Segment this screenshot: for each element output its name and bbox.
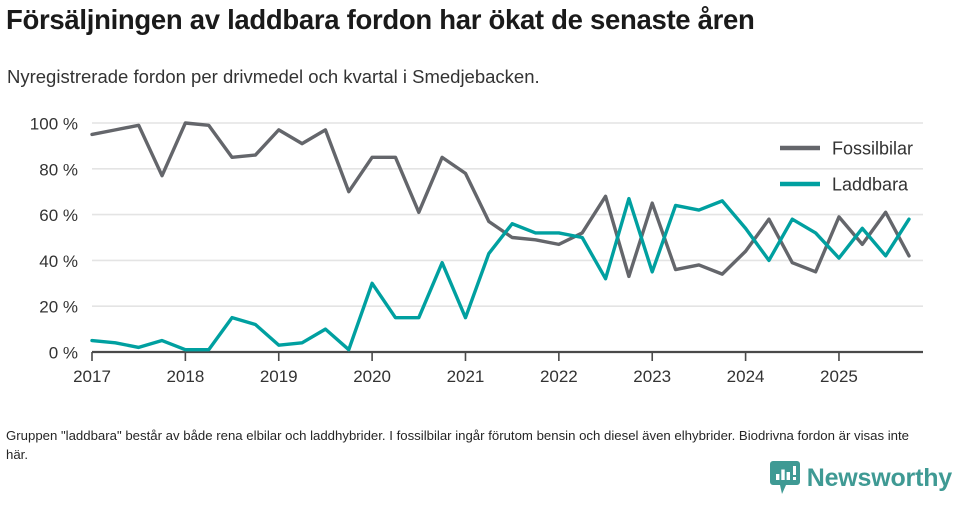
chart-legend: Fossilbilar Laddbara — [780, 139, 913, 195]
x-tick-label: 2020 — [353, 367, 391, 386]
y-tick-label: 20 % — [39, 298, 78, 317]
x-tick-label: 2025 — [820, 367, 858, 386]
series-line-fossilbilar — [90, 121, 911, 279]
x-tick-label: 2022 — [540, 367, 578, 386]
y-tick-label: 60 % — [39, 206, 78, 225]
x-tick-label: 2018 — [166, 367, 204, 386]
line-chart: 0 % 20 % 40 % 60 % 80 % 100 % 2017 2018 2019 202… — [0, 105, 960, 390]
y-tick-label: 40 % — [39, 252, 78, 271]
page-title: Försäljningen av laddbara fordon har öka… — [6, 4, 755, 35]
x-tick-label: 2023 — [633, 367, 671, 386]
footnote-text: Gruppen "laddbara" består av både rena e… — [6, 428, 909, 462]
legend-label: Laddbara — [832, 175, 909, 195]
bar-chart-bubble-icon — [769, 461, 800, 494]
page-subtitle: Nyregistrerade fordon per drivmedel och … — [7, 66, 540, 87]
logo-wordmark: Newsworthy — [806, 463, 952, 492]
x-tick-label: 2017 — [73, 367, 111, 386]
newsworthy-logo[interactable]: Newsworthy — [769, 461, 952, 495]
x-tick-label: 2024 — [727, 367, 765, 386]
chart-canvas: 0 % 20 % 40 % 60 % 80 % 100 % 2017 2018 2019 202… — [30, 115, 923, 386]
y-tick-label: 0 % — [49, 344, 78, 363]
y-axis-tick-labels: 0 % 20 % 40 % 60 % 80 % 100 % — [30, 115, 78, 363]
y-tick-label: 100 % — [30, 115, 78, 134]
gridlines — [92, 122, 923, 307]
x-axis-tick-labels: 2017 2018 2019 2020 2021 2022 2023 2024 2025 — [73, 367, 858, 386]
y-tick-label: 80 % — [39, 160, 78, 179]
series-lines — [90, 121, 911, 352]
x-tick-label: 2019 — [260, 367, 298, 386]
legend-label: Fossilbilar — [832, 139, 913, 159]
x-axis — [91, 350, 923, 361]
series-line-laddbara — [90, 196, 911, 352]
x-tick-label: 2021 — [447, 367, 485, 386]
